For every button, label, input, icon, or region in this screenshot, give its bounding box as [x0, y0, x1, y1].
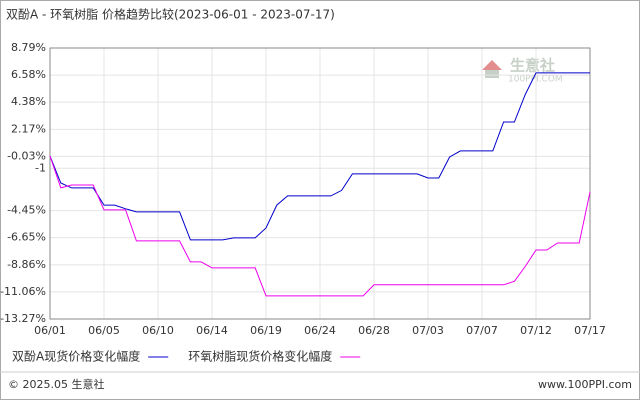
x-tick-label: 07/17: [574, 324, 606, 337]
x-tick-label: 07/03: [412, 324, 444, 337]
series-line: [49, 155, 591, 297]
logo-roof: [482, 60, 502, 70]
y-tick-label: 2.17%: [11, 122, 46, 135]
x-tick-label: 06/05: [88, 324, 120, 337]
x-tick-label: 06/24: [304, 324, 336, 337]
y-tick-label: 8.79%: [11, 41, 46, 54]
y-tick-label: 4.38%: [11, 95, 46, 108]
watermark-site: 100PPI.COM: [508, 75, 563, 85]
y-tick-label: 6.58%: [11, 68, 46, 81]
y-tick-label: -4.45%: [7, 204, 46, 217]
watermark-name: 生意社: [510, 57, 555, 75]
y-tick-label: -0.03%: [7, 149, 46, 162]
watermark: 生意社 100PPI.COM: [482, 57, 563, 85]
y-tick-label: -11.06%: [0, 285, 46, 298]
x-tick-label: 06/19: [250, 324, 282, 337]
legend-label: 双酚A现货价格变化幅度: [12, 349, 140, 364]
series-line: [49, 72, 590, 241]
chart-title: 双酚A - 环氧树脂 价格趋势比较(2023-06-01 - 2023-07-1…: [6, 7, 335, 22]
logo-base: [485, 70, 499, 78]
legend-label: 环氧树脂现货价格变化幅度: [188, 349, 332, 364]
footer-right: www.100PPI.com: [538, 378, 632, 391]
x-tick-label: 06/01: [34, 324, 66, 337]
x-tick-label: 07/07: [466, 324, 498, 337]
y-tick-label: -6.65%: [7, 231, 46, 244]
x-tick-label: 07/12: [520, 324, 552, 337]
x-tick-label: 06/28: [358, 324, 390, 337]
x-tick-label: 06/10: [142, 324, 174, 337]
plot-border: [49, 47, 591, 320]
y-tick-label: -8.86%: [7, 258, 46, 271]
footer-left: © 2025.05 生意社: [8, 377, 104, 391]
y-tick-label: -13.27%: [0, 312, 46, 325]
y-tick-label: -1: [35, 161, 46, 174]
x-tick-label: 06/14: [196, 324, 228, 337]
